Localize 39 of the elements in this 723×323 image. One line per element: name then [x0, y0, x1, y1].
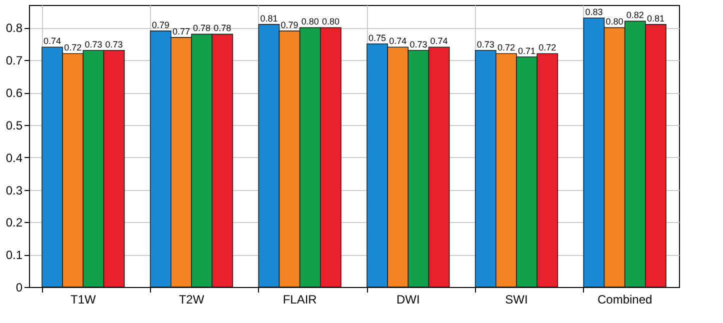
text: 0.80 — [322, 16, 340, 27]
x-tick-label: FLAIR — [282, 292, 318, 306]
x-tick-label: SWI — [505, 292, 528, 306]
text: 0.71 — [518, 46, 536, 56]
y-tick-label: 0.4 — [6, 150, 23, 165]
text: 0.72 — [538, 42, 556, 53]
text: 0.74 — [389, 36, 407, 46]
text: 0.74 — [430, 36, 448, 46]
y-tick-label: 0.2 — [6, 216, 23, 230]
text: 0.79 — [280, 20, 298, 30]
text: 0.80 — [606, 16, 624, 27]
y-tick-label: 0.8 — [6, 21, 23, 36]
text: 0.75 — [368, 32, 386, 43]
text: 0.83 — [585, 6, 603, 17]
text: 0.80 — [301, 16, 319, 27]
text: 0.73 — [84, 39, 102, 50]
y-tick-label: 0 — [16, 280, 23, 294]
text: 0.74 — [44, 36, 62, 46]
y-tick-label: 0.1 — [6, 248, 23, 262]
y-tick-label: 0.7 — [6, 54, 23, 68]
y-tick-label: 0.5 — [6, 118, 23, 132]
text: 0.82 — [626, 10, 644, 20]
x-tick-label: T1W — [70, 292, 96, 306]
x-tick-label: DWI — [396, 292, 420, 306]
text: 0.81 — [646, 13, 664, 24]
text: 0.73 — [410, 39, 428, 50]
text: 0.72 — [497, 42, 515, 53]
x-tick-label: T2W — [178, 292, 205, 306]
text: 0.73 — [105, 39, 123, 50]
text: 0.78 — [193, 23, 211, 34]
text: 0.73 — [476, 39, 494, 50]
text: 0.77 — [172, 26, 190, 36]
text: 0.78 — [214, 23, 232, 34]
text: 0.79 — [152, 20, 170, 30]
y-tick-label: 0.6 — [6, 86, 23, 100]
x-tick-label: Combined — [597, 292, 652, 306]
text: 0.81 — [260, 13, 278, 24]
text: 0.72 — [64, 42, 82, 53]
y-tick-label: 0.3 — [6, 183, 23, 198]
